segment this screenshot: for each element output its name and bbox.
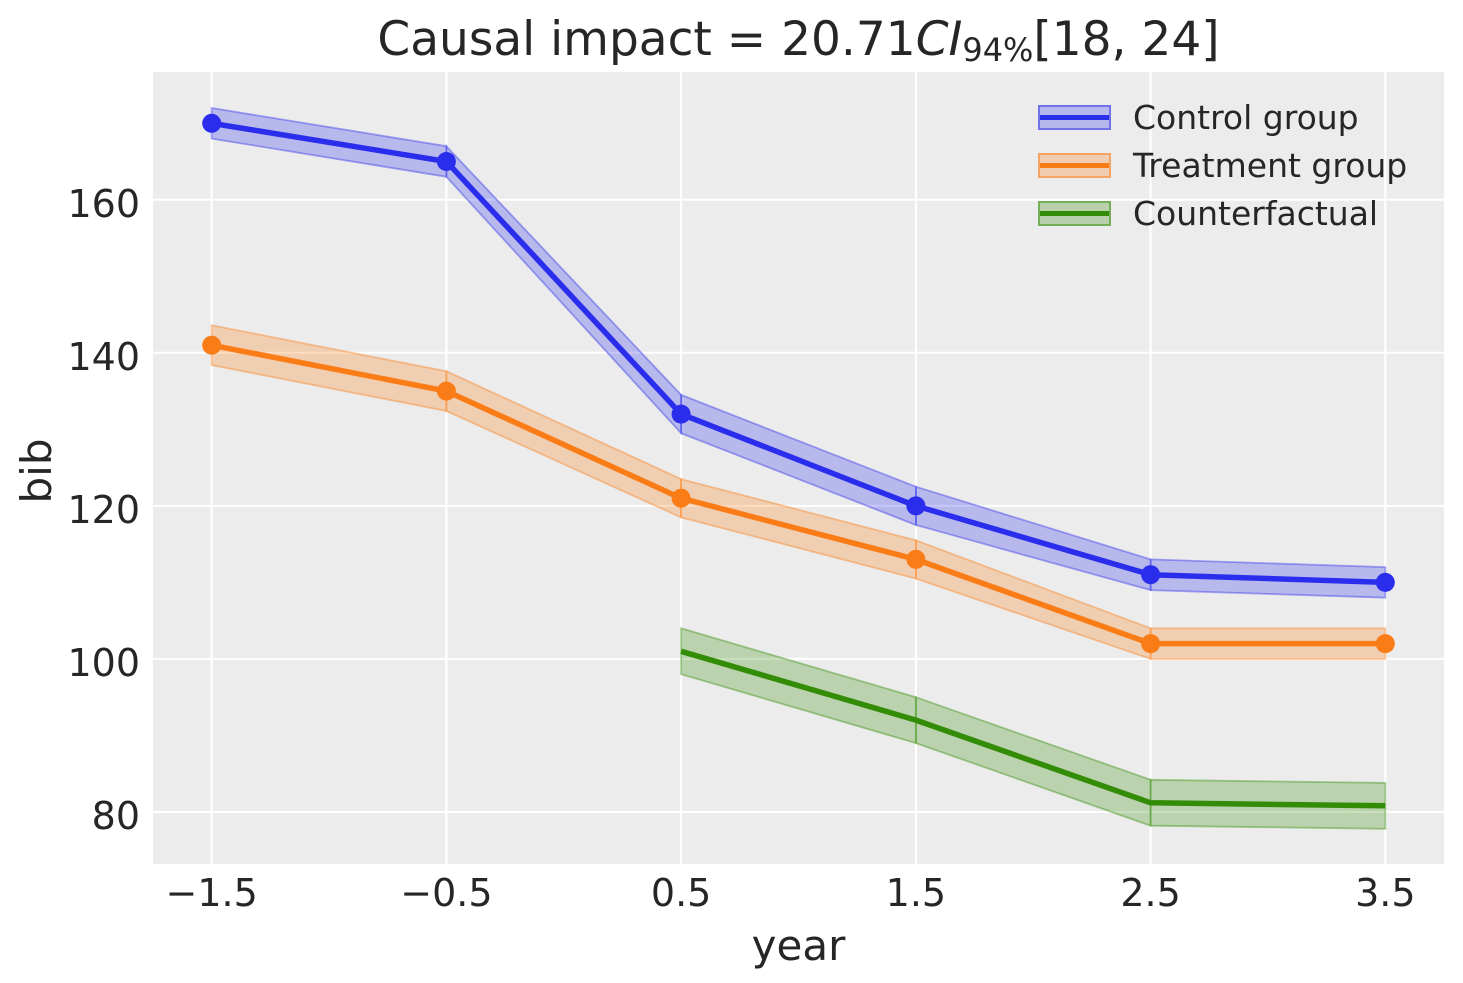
counterfactual-line-icon [1040,210,1109,216]
control-group-line-icon [1040,114,1109,120]
y-tick-label: 160 [67,181,140,226]
data-point-marker [1375,572,1395,592]
plot-area: Control group Treatment group Counterfac… [153,72,1444,864]
title-ci-subscript: 94% [962,30,1034,69]
x-axis-label: year [751,921,846,970]
legend-item-treatment-group: Treatment group [1038,141,1407,189]
legend-item-control-group: Control group [1038,93,1407,141]
data-point-marker [202,335,222,355]
legend-label: Treatment group [1133,145,1408,185]
x-tick-label: −1.5 [165,871,258,915]
x-tick-label: 2.5 [1120,871,1181,915]
legend-label: Counterfactual [1133,193,1379,233]
data-point-marker [671,404,691,424]
data-point-marker [1375,634,1395,654]
treatment-group-line-icon [1040,162,1109,168]
chart-canvas [153,72,1444,864]
y-tick-label: 120 [67,487,140,532]
data-point-marker [671,488,691,508]
counterfactual-swatch-icon [1038,200,1111,226]
data-point-marker [1141,565,1161,585]
y-tick-label: 100 [67,640,140,685]
title-interval: [18, 24] [1033,12,1220,67]
x-tick-label: 3.5 [1355,871,1416,915]
x-tick-label: −0.5 [400,871,493,915]
legend-item-counterfactual: Counterfactual [1038,189,1407,237]
legend: Control group Treatment group Counterfac… [1038,93,1407,237]
data-point-marker [906,549,926,569]
series-line [680,648,1386,809]
data-point-marker [906,496,926,516]
data-point-marker [436,381,456,401]
title-ci: CI [915,12,963,67]
data-point-marker [202,113,222,133]
title-prefix: Causal impact = 20.71 [377,12,916,67]
x-tick-label: 1.5 [885,871,947,915]
y-axis-label: bib [12,438,61,504]
series-line [211,342,1386,647]
treatment-group-swatch-icon [1038,152,1111,178]
data-point-marker [1141,634,1161,654]
series-line [211,120,1386,586]
data-point-marker [436,152,456,171]
x-tick-label: 0.5 [650,871,712,915]
legend-label: Control group [1133,97,1359,137]
control-group-swatch-icon [1038,104,1111,130]
y-tick-label: 80 [91,793,140,838]
y-tick-label: 140 [67,334,140,379]
chart-title: Causal impact = 20.71CI94%[18, 24] [153,12,1444,69]
